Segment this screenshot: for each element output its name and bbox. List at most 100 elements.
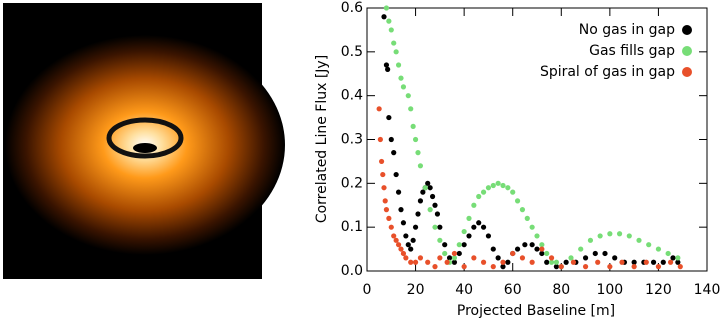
scatter-point xyxy=(442,242,448,248)
scatter-point xyxy=(395,189,402,195)
scatter-point xyxy=(391,233,397,239)
scatter-point xyxy=(485,233,492,239)
scatter-point xyxy=(405,93,411,99)
x-tick-label: 100 xyxy=(596,282,623,298)
scatter-point xyxy=(471,224,477,230)
x-tick-label: 20 xyxy=(407,282,425,298)
scatter-point xyxy=(534,246,540,252)
scatter-point xyxy=(388,27,394,33)
x-tick-label: 120 xyxy=(645,282,672,298)
scatter-point xyxy=(451,255,458,261)
scatter-point xyxy=(529,259,535,265)
scatter-point xyxy=(602,250,608,257)
scatter-point xyxy=(553,259,560,265)
scatter-point xyxy=(383,62,390,68)
scatter-point xyxy=(495,180,501,186)
scatter-point xyxy=(461,264,467,270)
scatter-point xyxy=(381,14,387,20)
scatter-point xyxy=(626,233,632,239)
scatter-point xyxy=(427,185,433,191)
scatter-point xyxy=(655,246,662,252)
y-tick-label: 0.5 xyxy=(341,44,363,60)
scatter-point xyxy=(500,259,506,265)
scatter-point xyxy=(500,182,506,189)
scatter-point xyxy=(427,207,433,213)
scatter-point xyxy=(582,264,589,270)
scatter-point xyxy=(667,259,674,265)
y-tick-label: 0.3 xyxy=(341,132,363,148)
x-tick-label: 0 xyxy=(363,282,372,298)
scatter-point xyxy=(437,224,443,230)
scatter-point xyxy=(500,264,506,270)
scatter-point xyxy=(592,250,598,257)
scatter-point xyxy=(451,259,458,265)
scatter-point xyxy=(386,215,392,221)
scatter-point xyxy=(420,189,426,195)
scatter-point xyxy=(434,211,441,217)
scatter-point xyxy=(456,242,462,248)
scatter-point xyxy=(429,193,436,200)
scatter-point xyxy=(403,255,409,261)
scatter-point xyxy=(417,198,424,204)
scatter-point xyxy=(544,259,550,265)
scatter-point xyxy=(383,207,390,213)
scatter-point xyxy=(490,246,496,252)
scatter-point xyxy=(437,255,443,261)
y-tick-label: 0.0 xyxy=(341,263,363,279)
scatter-point xyxy=(616,231,623,237)
scatter-point xyxy=(485,185,492,191)
scatter-point xyxy=(398,246,404,252)
scatter-point xyxy=(461,228,467,235)
y-tick-label: 0.2 xyxy=(341,175,363,191)
scatter-point xyxy=(539,250,545,257)
scatter-point xyxy=(490,264,496,270)
scatter-point xyxy=(595,259,601,265)
scatter-point xyxy=(519,207,526,213)
scatter-point xyxy=(408,246,414,252)
scatter-point xyxy=(660,259,666,265)
scatter-point xyxy=(553,264,560,270)
scatter-point xyxy=(677,264,683,270)
scatter-point xyxy=(650,259,657,265)
scatter-point xyxy=(582,255,589,261)
scatter-point xyxy=(480,189,487,195)
scatter-point xyxy=(437,237,443,243)
scatter-point xyxy=(631,264,637,270)
scatter-point xyxy=(380,171,386,178)
scatter-point xyxy=(529,242,535,248)
scatter-point xyxy=(382,198,388,204)
scatter-point xyxy=(524,215,530,221)
scatter-point xyxy=(446,255,453,261)
scatter-point xyxy=(444,259,450,265)
y-axis-label: Correlated Line Flux [Jy] xyxy=(314,55,330,223)
scatter-point xyxy=(432,202,438,208)
scatter-point xyxy=(395,242,402,248)
scatter-point xyxy=(403,233,409,239)
scatter-point xyxy=(466,215,472,221)
scatter-point xyxy=(377,136,383,143)
scatter-point xyxy=(631,259,637,265)
scatter-point xyxy=(376,106,382,112)
scatter-point xyxy=(381,185,387,191)
scatter-point xyxy=(386,18,392,24)
scatter-point xyxy=(563,259,569,265)
scatter-point xyxy=(393,49,399,55)
scatter-point xyxy=(548,255,555,261)
legend-marker xyxy=(682,46,692,56)
scatter-point xyxy=(398,75,404,81)
scatter-point xyxy=(461,242,467,248)
scatter-point xyxy=(544,250,550,257)
scatter-point xyxy=(398,207,404,213)
scatter-point xyxy=(643,259,649,265)
scatter-point xyxy=(539,246,545,252)
legend-label: No gas in gap xyxy=(579,22,675,38)
scatter-point xyxy=(670,255,676,261)
scatter-point xyxy=(587,237,594,243)
scatter-point xyxy=(570,259,577,265)
legend-label: Gas fills gap xyxy=(589,43,675,59)
scatter-point xyxy=(476,193,482,200)
scatter-point xyxy=(391,150,397,156)
scatter-point xyxy=(534,233,540,239)
scatter-point xyxy=(405,242,411,248)
scatter-point xyxy=(383,5,390,11)
